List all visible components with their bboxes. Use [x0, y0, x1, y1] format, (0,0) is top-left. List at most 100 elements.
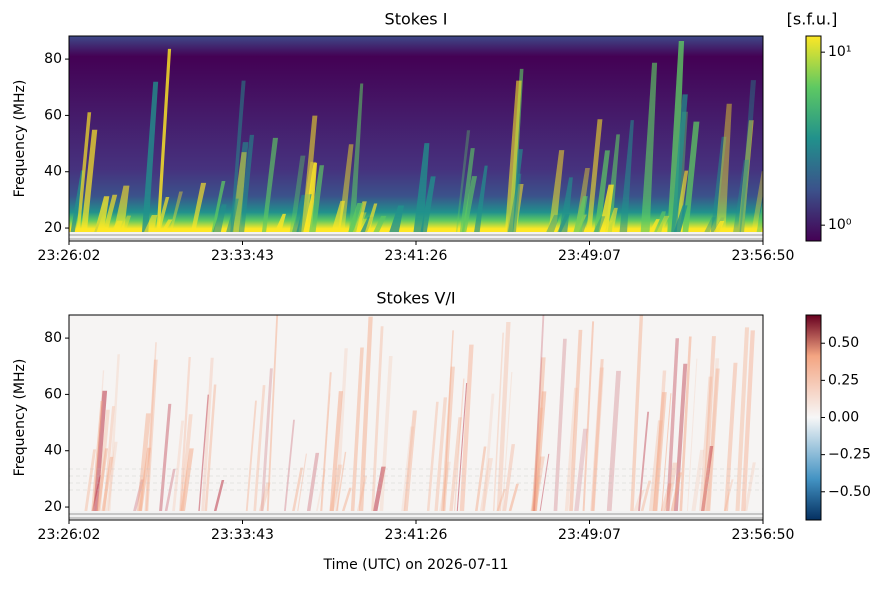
y-tick-label: 60 — [44, 107, 62, 123]
spectrogram-streak — [721, 479, 734, 520]
spectrogram-streak — [705, 368, 720, 520]
spectrogram-streak — [472, 165, 488, 241]
spectrogram-streak — [473, 446, 487, 520]
spectrogram-streak — [288, 155, 306, 241]
spectrogram-streak — [141, 81, 159, 241]
spectrogram-streak — [506, 173, 522, 241]
x-tick-label: 23:33:43 — [211, 527, 274, 543]
spectrogram-streak — [370, 326, 384, 520]
spectrogram-streak — [197, 394, 210, 520]
spectrogram-streak — [547, 150, 565, 241]
spectrogram-streak — [189, 182, 207, 241]
y-tick-label: 20 — [44, 499, 62, 515]
spectrogram-streak — [92, 390, 108, 520]
spectrogram-streak — [596, 184, 614, 241]
x-tick-label: 23:26:02 — [38, 248, 101, 264]
spectrogram-streak — [673, 363, 688, 520]
spectrogram-streak — [670, 94, 688, 241]
spectrogram-streak — [442, 330, 454, 520]
spectrogram — [69, 36, 763, 241]
spectrogram-streak — [358, 316, 373, 520]
spectrogram-streak — [237, 134, 255, 241]
spectrogram-streak — [492, 332, 504, 520]
spectrogram-streak — [528, 475, 542, 520]
y-axis-label: Frequency (MHz) — [12, 359, 28, 477]
spectrogram-streak — [538, 453, 550, 520]
spectrogram-streak — [749, 171, 763, 241]
spectrogram-streak — [582, 321, 595, 520]
spectrogram-streak — [362, 203, 378, 241]
spectrogram-streak — [209, 181, 226, 241]
spectrogram-streak — [295, 453, 307, 520]
spectrogram-streak — [259, 368, 273, 520]
spectrogram-streak — [158, 403, 172, 520]
spectrogram-streak — [92, 370, 105, 520]
spectrogram-streak — [334, 348, 348, 520]
spectrogram-streak — [564, 387, 578, 520]
spectrogram-background — [69, 36, 763, 241]
spectrogram-streak — [571, 196, 588, 241]
x-tick-label: 23:26:02 — [38, 527, 101, 543]
spectrogram-streak — [137, 447, 151, 520]
flagged-band — [69, 511, 763, 520]
x-tick-label: 23:56:50 — [732, 248, 795, 264]
spectrogram-streak — [155, 48, 172, 241]
spectrogram-streak — [400, 426, 415, 520]
spectrogram-streak — [448, 417, 462, 520]
spectrogram-streak — [648, 420, 663, 520]
spectrogram-streak — [723, 362, 738, 520]
spectrogram-streak — [714, 103, 732, 241]
colorbar — [805, 314, 822, 521]
spectrogram-streak — [734, 327, 750, 520]
spectrogram-streak — [440, 366, 455, 520]
spectrogram-streak — [557, 177, 573, 241]
spectrogram-streak — [89, 475, 102, 520]
spectrogram-streak — [754, 199, 763, 241]
spectrogram-streak — [229, 80, 246, 241]
spectrogram-streak — [178, 414, 193, 520]
spectrogram-streak — [433, 397, 448, 520]
spectrogram-streak — [531, 357, 546, 520]
spectrogram-streak — [328, 391, 344, 520]
colorbar-tick-label: 10⁰ — [828, 217, 852, 233]
spectrogram-streak — [454, 130, 471, 241]
spectrogram-streak — [629, 315, 644, 520]
spectrogram-streak — [371, 466, 386, 520]
spectrogram-streak — [478, 458, 493, 520]
spectrogram-streak — [662, 462, 678, 520]
spectrogram-streak — [75, 112, 92, 241]
spectrogram-streak — [348, 83, 364, 241]
spectrogram-streak — [698, 376, 713, 520]
spectrogram-streak — [245, 400, 257, 520]
spectrogram-streak — [458, 148, 475, 241]
spectrogram-streak — [107, 354, 120, 520]
spectrogram-streak — [328, 464, 343, 520]
spectrogram-streak — [402, 410, 417, 520]
spectrogram-streak — [289, 194, 306, 241]
colorbar-tick-label: 10¹ — [828, 44, 851, 60]
spectrogram-streak — [453, 378, 465, 520]
spectrogram-streak — [666, 41, 685, 241]
spectrogram-streak — [668, 472, 682, 520]
axes-title: Stokes I — [385, 10, 448, 29]
spectrogram-streak — [532, 315, 545, 520]
spectrogram-streak — [652, 370, 667, 520]
axes-title: Stokes V/I — [376, 289, 455, 308]
spectrogram-streak — [701, 336, 716, 520]
spectrogram-streak — [529, 456, 545, 520]
y-tick-label: 20 — [44, 220, 62, 236]
spectrogram-streak — [379, 356, 393, 520]
spectrogram-streak — [328, 200, 345, 241]
spectrogram-streak — [504, 80, 522, 241]
spectrogram-streak — [593, 150, 610, 241]
spectrogram-streak — [95, 448, 109, 520]
y-tick-label: 40 — [44, 164, 62, 180]
spectrogram-streak — [178, 356, 191, 520]
y-tick-label: 60 — [44, 386, 62, 402]
x-tick-label: 23:56:50 — [732, 527, 795, 543]
spectrogram-streak — [102, 406, 115, 520]
x-tick-label: 23:33:43 — [211, 248, 274, 264]
spectrogram-streak — [660, 393, 672, 520]
spectrogram-streak — [104, 441, 118, 520]
spectrogram-streak — [252, 385, 266, 520]
